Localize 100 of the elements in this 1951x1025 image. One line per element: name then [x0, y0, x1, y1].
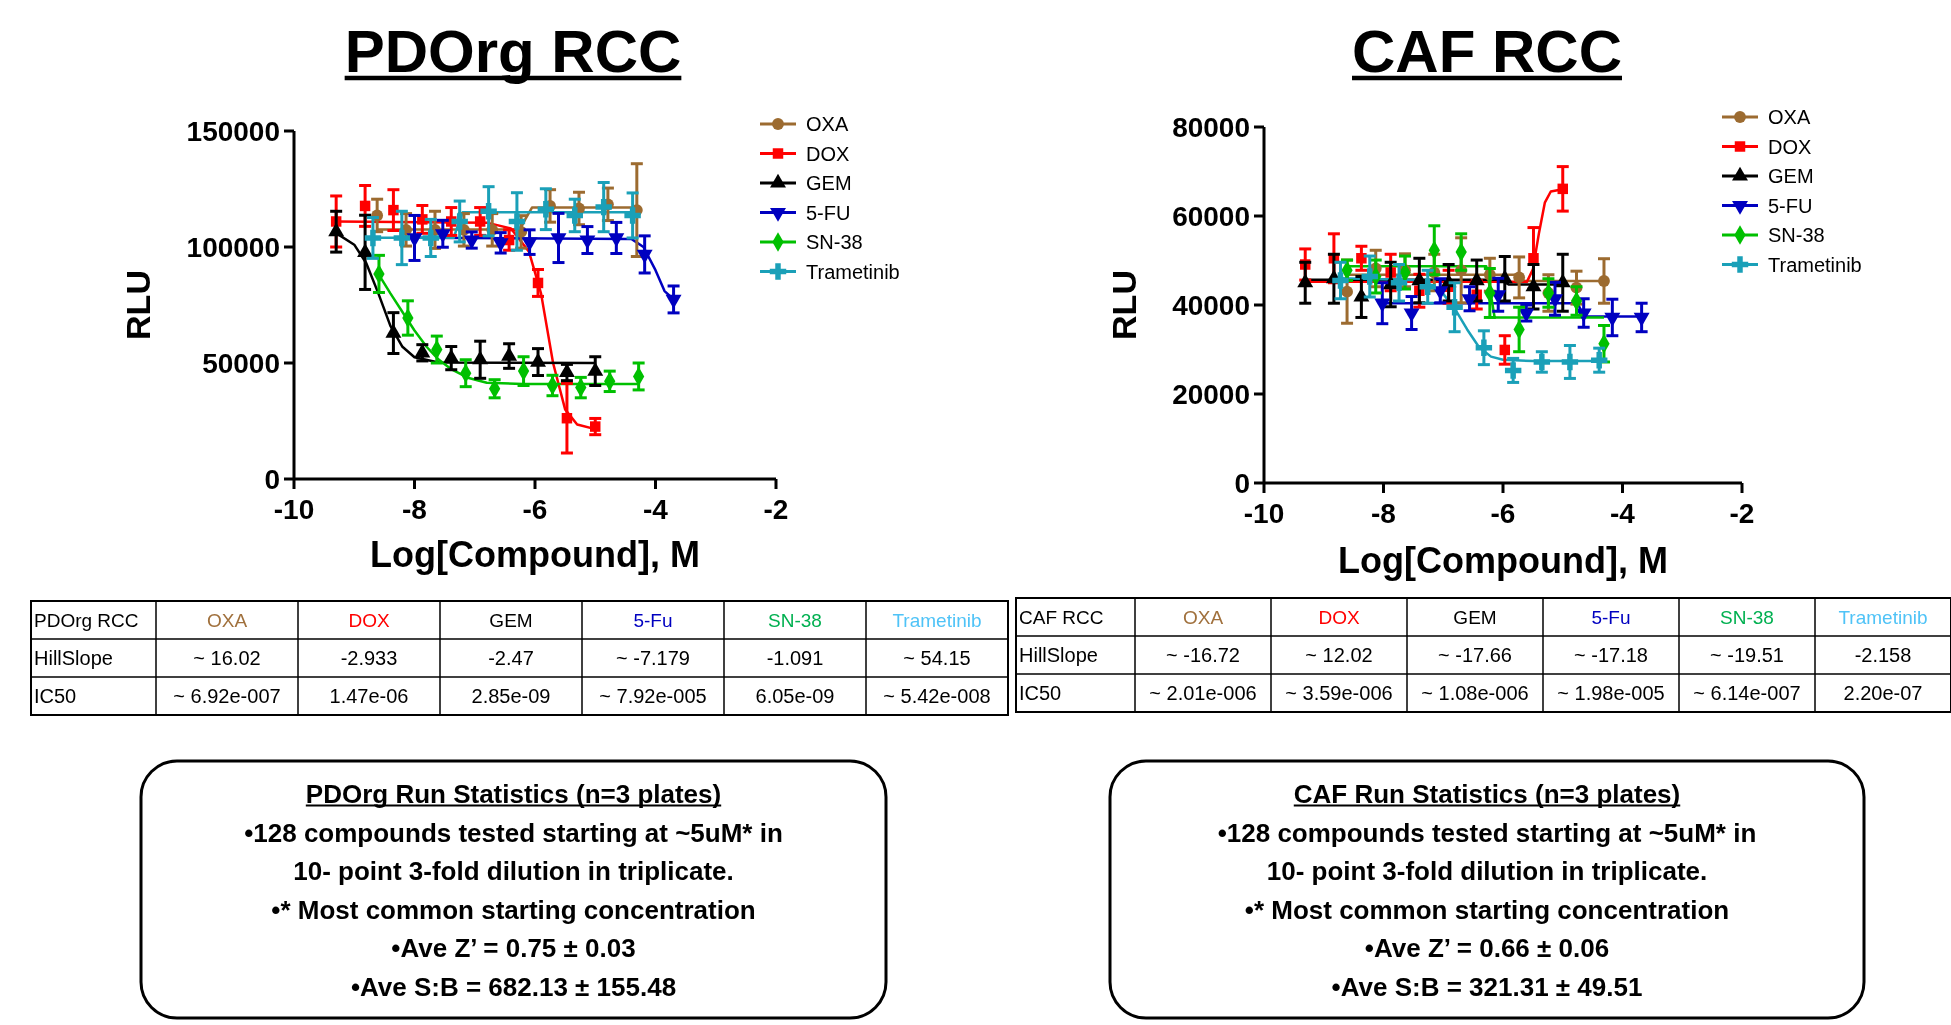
- point: [532, 277, 544, 289]
- x-tick-label: -8: [402, 494, 427, 525]
- text: •Ave Z’ = 0.75 ± 0.03: [391, 933, 636, 963]
- text: ~ 16.02: [193, 647, 261, 669]
- category-label: OXA: [206, 609, 248, 631]
- x-tick-label: -6: [522, 494, 548, 525]
- x-tick-label: -2: [1729, 498, 1755, 529]
- legend-label: 5-FU: [806, 201, 851, 224]
- text: ~ -7.179: [616, 647, 690, 669]
- category-label: HillSlope: [34, 647, 113, 669]
- category-label: DOX: [1318, 606, 1360, 628]
- y-tick-label: 0: [1234, 467, 1250, 499]
- point: [1504, 362, 1522, 379]
- text: ~ 7.92e-005: [599, 685, 707, 707]
- category-label: 5-Fu: [1591, 606, 1631, 628]
- category-label: Trametinib: [892, 609, 982, 631]
- text: ~ -16.72: [1166, 644, 1240, 666]
- y-tick-label: 20000: [1172, 378, 1250, 410]
- x-tick-label: -10: [273, 494, 315, 525]
- legend-label: DOX: [1768, 135, 1812, 158]
- text: ~ 1.98e-005: [1557, 682, 1665, 704]
- category-label: HillSlope: [1019, 644, 1098, 666]
- point: [1446, 299, 1463, 316]
- text: •* Most common starting concentration: [271, 894, 756, 925]
- text: 10- point 3-fold dilution in triplicate.: [1266, 856, 1708, 886]
- category-label: SN-38: [768, 609, 822, 631]
- category-label: GEM: [489, 609, 533, 631]
- text: ~ 54.15: [903, 647, 971, 669]
- category-label: IC50: [1019, 682, 1062, 704]
- point: [1419, 278, 1436, 295]
- x-tick-label: -2: [763, 494, 789, 525]
- category-label: 5-Fu: [633, 609, 673, 631]
- point: [474, 216, 486, 227]
- y-tick-label: 60000: [1172, 200, 1250, 232]
- legend-label: DOX: [806, 142, 850, 165]
- text: 10- point 3-fold dilution in triplicate.: [293, 856, 734, 886]
- y-tick-label: 0: [264, 463, 280, 495]
- legend-label: SN-38: [1768, 224, 1825, 246]
- point: [480, 203, 497, 220]
- text: ~ 3.59e-006: [1285, 682, 1393, 704]
- text: 2.85e-09: [471, 685, 551, 707]
- text: •Ave S:B = 321.31 ± 49.51: [1331, 971, 1643, 1002]
- x-axis-title: Log[Compound], M: [370, 534, 700, 575]
- legend-label: 5-FU: [1768, 194, 1813, 217]
- text: 6.05e-09: [755, 685, 835, 707]
- point: [1528, 253, 1539, 264]
- text: •* Most common starting concentration: [1244, 894, 1730, 925]
- point: [566, 207, 583, 224]
- x-tick-label: -8: [1371, 498, 1396, 529]
- text: •128 compounds tested starting at ~5uM* in: [244, 817, 783, 848]
- text: ~ 5.42e-008: [883, 685, 991, 707]
- text: PDOrg RCC: [34, 609, 139, 631]
- y-axis-title: RLU: [119, 270, 157, 340]
- point: [364, 229, 382, 247]
- category-label: GEM: [1453, 606, 1497, 628]
- point: [537, 200, 555, 218]
- y-tick-label: 150000: [186, 115, 280, 147]
- y-axis-title: RLU: [1105, 270, 1143, 340]
- chart-title: PDOrg RCC: [344, 18, 682, 85]
- legend-label: Trametinib: [806, 260, 900, 283]
- text: ~ 2.01e-006: [1149, 682, 1257, 704]
- text: ~ -19.51: [1710, 644, 1784, 666]
- text: 2.20e-07: [1843, 682, 1923, 704]
- y-tick-label: 100000: [186, 231, 280, 263]
- x-tick-label: -4: [643, 494, 669, 525]
- point: [1561, 353, 1579, 371]
- point: [393, 229, 411, 247]
- text: ~ -17.66: [1438, 644, 1512, 666]
- point: [590, 421, 601, 432]
- category-label: Trametinib: [1838, 606, 1928, 628]
- text: ~ -17.18: [1574, 644, 1648, 666]
- point: [595, 198, 612, 216]
- point: [1590, 351, 1608, 369]
- text: -2.933: [340, 647, 398, 669]
- point: [508, 213, 526, 230]
- y-tick-label: 80000: [1172, 111, 1250, 143]
- legend-label: OXA: [1768, 106, 1811, 128]
- text: -2.47: [488, 647, 534, 669]
- legend-label: OXA: [806, 113, 849, 135]
- text: •Ave Z’ = 0.66 ± 0.06: [1364, 933, 1610, 963]
- text: ~ 1.08e-006: [1421, 682, 1529, 704]
- y-tick-label: 40000: [1172, 289, 1250, 321]
- point: [1356, 253, 1367, 264]
- point: [561, 412, 573, 424]
- legend-label: GEM: [1768, 165, 1814, 187]
- legend-label: Trametinib: [1768, 253, 1862, 276]
- point: [1513, 271, 1526, 284]
- category-label: IC50: [34, 685, 77, 707]
- text: -2.158: [1854, 644, 1912, 666]
- point: [359, 200, 371, 212]
- point: [422, 229, 439, 247]
- point: [1332, 272, 1349, 289]
- point: [1341, 285, 1353, 298]
- legend-label: GEM: [806, 172, 852, 194]
- x-tick-label: -4: [1610, 498, 1636, 529]
- point: [624, 207, 641, 224]
- x-tick-label: -6: [1490, 498, 1516, 529]
- text: ~ 12.02: [1305, 644, 1373, 666]
- text: ~ 6.14e-007: [1693, 682, 1801, 704]
- x-axis-title: Log[Compound], M: [1338, 540, 1668, 581]
